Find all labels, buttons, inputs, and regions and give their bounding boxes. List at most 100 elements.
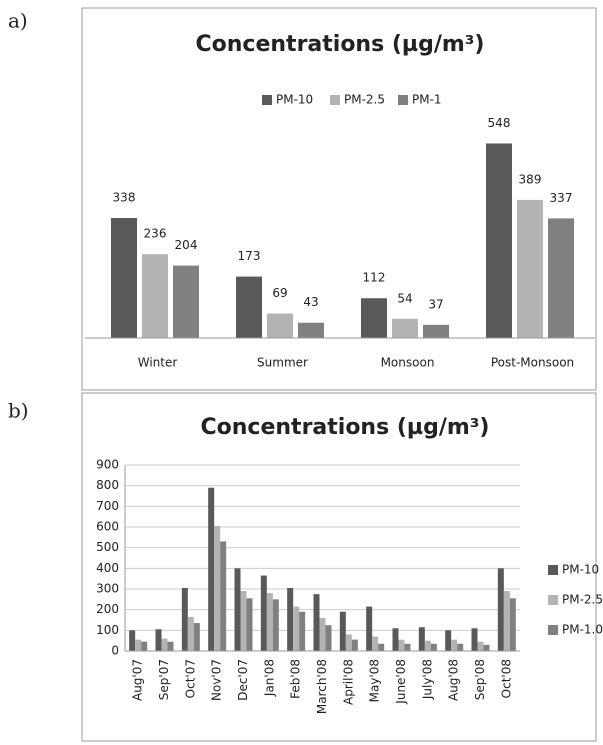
bar (272, 599, 279, 651)
bar (392, 318, 418, 338)
bar (319, 617, 326, 651)
bar (351, 639, 358, 651)
x-tick-label: Oct'08 (499, 659, 513, 698)
legend-swatch (548, 625, 558, 635)
bar (398, 639, 405, 651)
bar (392, 628, 399, 651)
x-tick-label: Aug'07 (131, 659, 145, 701)
bar (339, 611, 346, 651)
bar (509, 598, 516, 651)
bar (345, 634, 352, 651)
bar (214, 525, 221, 651)
bar (299, 611, 306, 651)
bar (193, 623, 200, 651)
bar (129, 630, 136, 651)
y-tick-label: 400 (96, 561, 119, 575)
bar (486, 143, 512, 338)
bar (325, 625, 332, 651)
bar (266, 593, 273, 651)
y-tick-label: 500 (96, 540, 119, 554)
bar (234, 568, 241, 651)
y-tick-label: 0 (111, 644, 119, 658)
x-tick-label: May'08 (368, 659, 382, 702)
x-tick-label: June'08 (394, 659, 408, 705)
x-tick-label: Oct'07 (183, 659, 197, 698)
data-label: 389 (519, 172, 542, 186)
legend-swatch (262, 95, 272, 105)
data-label: 173 (238, 249, 261, 263)
y-tick-label: 200 (96, 602, 119, 616)
bar (173, 265, 199, 338)
legend-label: PM-10 (276, 93, 313, 107)
bar (141, 641, 148, 651)
bar (423, 324, 449, 338)
bar (430, 643, 437, 651)
legend-label: PM-1 (412, 93, 442, 107)
bar (167, 641, 174, 651)
bar (313, 594, 320, 651)
bar (298, 322, 324, 338)
bar (471, 628, 478, 651)
bar (208, 487, 215, 651)
bar (378, 643, 385, 651)
data-label: 54 (397, 291, 412, 305)
bar (220, 541, 227, 651)
bar (372, 636, 379, 651)
x-tick-label: Post-Monsoon (491, 356, 574, 370)
bar (181, 587, 188, 651)
x-tick-label: Winter (138, 356, 178, 370)
y-tick-label: 700 (96, 499, 119, 513)
data-label: 112 (363, 271, 386, 285)
bar (236, 276, 262, 338)
data-label: 37 (428, 297, 443, 311)
panel-frame (81, 7, 597, 391)
legend-label: PM-2.5 (344, 93, 385, 107)
x-tick-label: March'08 (315, 659, 329, 714)
bar (246, 598, 253, 651)
y-tick-label: 800 (96, 478, 119, 492)
bar (483, 644, 490, 651)
x-tick-label: Nov'07 (210, 659, 224, 701)
bar (366, 606, 373, 651)
bar (404, 643, 411, 651)
bar (155, 629, 162, 651)
chart-title: Concentrations (µg/m³) (196, 32, 485, 57)
bar (187, 616, 194, 651)
bar (548, 218, 574, 338)
y-tick-label: 100 (96, 623, 119, 637)
x-tick-label: Sep'07 (157, 659, 171, 700)
bar (517, 199, 543, 338)
legend-label: PM-10 (562, 563, 599, 577)
bar (361, 298, 387, 338)
y-tick-label: 600 (96, 520, 119, 534)
legend-swatch (330, 95, 340, 105)
data-label: 236 (144, 227, 167, 241)
bar (135, 639, 142, 651)
data-label: 69 (272, 286, 287, 300)
bar (267, 313, 293, 338)
x-tick-label: Feb'08 (289, 659, 303, 699)
data-label: 338 (113, 191, 136, 205)
x-tick-label: Aug'08 (447, 659, 461, 701)
legend-swatch (548, 595, 558, 605)
chart-title: Concentrations (µg/m³) (201, 415, 490, 440)
data-label: 43 (303, 295, 318, 309)
legend-label: PM-1.0 (562, 623, 603, 637)
bar (240, 591, 247, 651)
x-tick-label: Dec'07 (236, 659, 250, 701)
bar (111, 218, 137, 338)
bar (497, 568, 504, 651)
x-tick-label: Summer (257, 356, 308, 370)
bar (418, 627, 425, 651)
y-tick-label: 300 (96, 582, 119, 596)
bar (142, 254, 168, 338)
bar (451, 639, 458, 651)
bar (477, 641, 484, 651)
bar (161, 638, 168, 651)
x-tick-label: Monsoon (381, 356, 435, 370)
panel-frame (81, 392, 597, 742)
legend-swatch (398, 95, 408, 105)
bar (503, 591, 510, 651)
data-label: 337 (550, 191, 573, 205)
